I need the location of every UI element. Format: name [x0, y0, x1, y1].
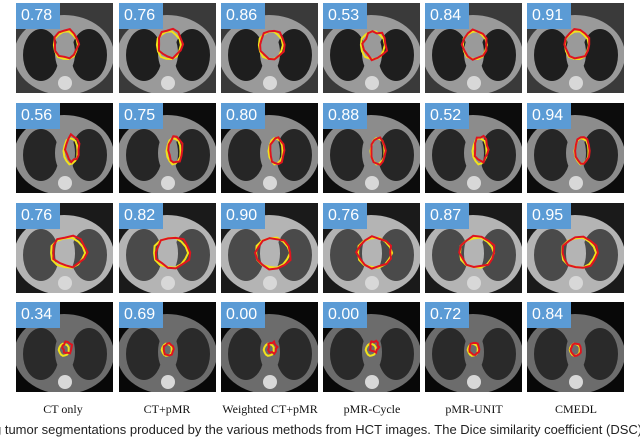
predicted-contour	[53, 27, 81, 60]
ct-slice-image	[221, 103, 318, 193]
ct-tile: 0.00	[221, 302, 318, 392]
ground-truth-contour	[57, 342, 70, 357]
ct-slice-image	[323, 302, 420, 392]
predicted-contour	[267, 339, 279, 356]
predicted-contour	[61, 340, 74, 355]
predicted-contour	[473, 134, 490, 164]
dsc-score-badge: 0.84	[425, 3, 469, 29]
dsc-score-badge: 0.76	[323, 203, 367, 229]
ct-tile: 0.75	[119, 103, 216, 193]
dsc-score-badge: 0.34	[16, 302, 60, 328]
ground-truth-contour	[262, 342, 275, 357]
column-label-weighted-ct-pmr: Weighted CT+pMR	[222, 402, 318, 416]
dsc-score-badge: 0.56	[16, 103, 60, 129]
ct-slice-image	[16, 302, 113, 392]
predicted-contour	[154, 236, 192, 270]
predicted-contour	[355, 235, 393, 270]
dsc-score-badge: 0.84	[527, 302, 571, 328]
ct-tile: 0.84	[425, 3, 522, 93]
ct-slice-image	[425, 302, 522, 392]
predicted-contour	[361, 30, 389, 62]
ground-truth-contour	[62, 136, 79, 166]
predicted-contour	[468, 341, 481, 356]
ct-tile: 0.52	[425, 103, 522, 193]
dsc-score-badge: 0.72	[425, 302, 469, 328]
figure-caption: g tumor segmentations produced by the va…	[0, 422, 640, 437]
dsc-score-badge: 0.76	[16, 203, 60, 229]
predicted-contour	[460, 28, 488, 61]
ct-tile: 0.94	[527, 103, 624, 193]
predicted-contour	[574, 136, 591, 165]
ct-tile: 0.76	[16, 203, 113, 293]
ct-slice-image	[527, 103, 624, 193]
ct-tile: 0.86	[221, 3, 318, 93]
ct-tile: 0.95	[527, 203, 624, 293]
ct-slice-image	[323, 203, 420, 293]
ct-slice-image	[16, 203, 113, 293]
dsc-score-badge: 0.95	[527, 203, 571, 229]
dsc-score-badge: 0.69	[119, 302, 163, 328]
ct-slice-image	[119, 203, 216, 293]
dsc-score-badge: 0.82	[119, 203, 163, 229]
dsc-score-badge: 0.78	[16, 3, 60, 29]
dsc-score-badge: 0.52	[425, 103, 469, 129]
predicted-contour	[370, 136, 387, 166]
dsc-score-badge: 0.90	[221, 203, 265, 229]
predicted-contour	[269, 136, 286, 166]
dsc-score-badge: 0.53	[323, 3, 367, 29]
dsc-score-badge: 0.87	[425, 203, 469, 229]
ct-slice-image	[16, 3, 113, 93]
dsc-score-badge: 0.00	[323, 302, 367, 328]
ct-slice-image	[221, 203, 318, 293]
dsc-score-badge: 0.76	[119, 3, 163, 29]
ct-slice-image	[16, 103, 113, 193]
ct-tile: 0.53	[323, 3, 420, 93]
dsc-score-badge: 0.80	[221, 103, 265, 129]
ct-tile: 0.80	[221, 103, 318, 193]
ct-tile: 0.00	[323, 302, 420, 392]
ct-tile: 0.87	[425, 203, 522, 293]
predicted-contour	[458, 234, 496, 269]
ct-tile: 0.88	[323, 103, 420, 193]
predicted-contour	[569, 342, 582, 357]
column-label-ct-pmr: CT+pMR	[143, 402, 191, 416]
segmentation-grid: 0.78 0.76 0.86 0.53 0.84 0.91 0.56 0.75 0.80 0.88…	[16, 3, 624, 392]
ct-tile: 0.76	[323, 203, 420, 293]
ct-tile: 0.56	[16, 103, 113, 193]
ct-slice-image	[425, 103, 522, 193]
predicted-contour	[563, 28, 591, 60]
ct-slice-image	[221, 302, 318, 392]
predicted-contour	[52, 234, 89, 269]
ct-tile: 0.84	[527, 302, 624, 392]
dsc-score-badge: 0.86	[221, 3, 265, 29]
column-label-pmr-cycle: pMR-Cycle	[343, 402, 401, 416]
dsc-score-badge: 0.00	[221, 302, 265, 328]
ct-tile: 0.69	[119, 302, 216, 392]
ct-tile: 0.91	[527, 3, 624, 93]
ct-tile: 0.34	[16, 302, 113, 392]
ground-truth-contour	[364, 342, 377, 357]
predicted-contour	[254, 237, 292, 271]
dsc-score-badge: 0.94	[527, 103, 571, 129]
column-label-ct-only: CT only	[43, 402, 83, 416]
column-label-pmr-unit: pMR-UNIT	[445, 402, 503, 416]
predicted-contour	[162, 341, 175, 357]
predicted-contour	[368, 339, 381, 355]
ct-slice-image	[527, 203, 624, 293]
predicted-contour	[561, 235, 599, 269]
ct-tile: 0.76	[119, 3, 216, 93]
ct-tile: 0.72	[425, 302, 522, 392]
ct-tile: 0.78	[16, 3, 113, 93]
predicted-contour	[167, 135, 184, 164]
predicted-contour	[259, 29, 286, 61]
predicted-contour	[63, 132, 81, 164]
dsc-score-badge: 0.75	[119, 103, 163, 129]
column-label-cmedl: CMEDL	[555, 402, 597, 416]
ct-tile: 0.82	[119, 203, 216, 293]
predicted-contour	[157, 27, 185, 60]
ct-slice-image	[119, 302, 216, 392]
dsc-score-badge: 0.88	[323, 103, 367, 129]
dsc-score-badge: 0.91	[527, 3, 571, 29]
ct-tile: 0.90	[221, 203, 318, 293]
